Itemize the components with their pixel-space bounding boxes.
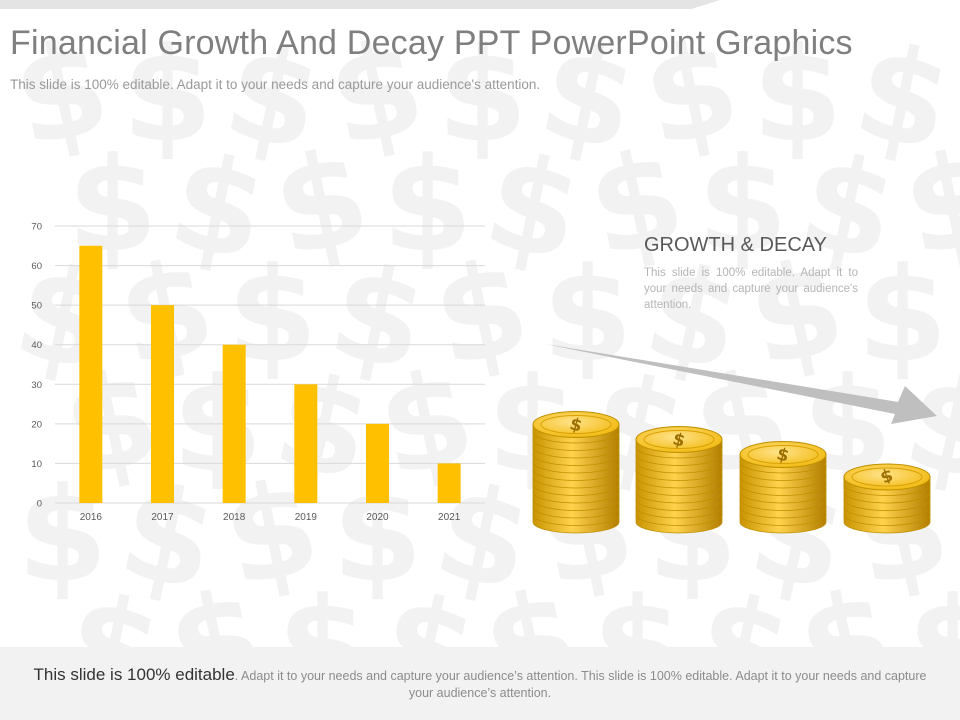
y-tick-label: 60 (31, 261, 42, 272)
coin-stack: $ (843, 463, 931, 534)
dollar-sign-icon: $ (697, 129, 787, 281)
x-tick-label: 2021 (438, 512, 461, 523)
bar-2017 (151, 305, 174, 503)
y-tick-label: 0 (37, 499, 42, 510)
y-tick-label: 50 (31, 301, 42, 312)
y-tick-label: 30 (31, 380, 42, 391)
x-tick-label: 2019 (295, 512, 318, 523)
coin-stack: $ (739, 441, 827, 534)
dollar-sign-icon: $ (752, 19, 842, 171)
x-tick-label: 2016 (80, 512, 103, 523)
panel-heading: GROWTH & DECAY (644, 234, 827, 256)
dollar-coin-icon: $ (774, 444, 791, 466)
y-tick-label: 20 (31, 419, 42, 430)
dollar-sign-icon: $ (122, 19, 212, 171)
bar-2021 (437, 463, 461, 503)
page-subtitle: This slide is 100% editable. Adapt it to… (10, 77, 541, 92)
footer-text: This slide is 100% editable. Adapt it to… (20, 666, 940, 702)
dollar-sign-icon: $ (857, 239, 947, 391)
bar-2016 (79, 245, 103, 504)
arrow-right-icon (545, 344, 937, 424)
footer-lead: This slide is 100% editable (33, 665, 235, 684)
page-title: Financial Growth And Decay PPT PowerPoin… (10, 24, 853, 62)
bar-2018 (222, 344, 246, 503)
coin-stack: $ (532, 411, 620, 534)
y-tick-label: 40 (31, 340, 42, 351)
dollar-sign-icon: $ (542, 239, 632, 391)
bar-2019 (294, 384, 318, 503)
dollar-sign-icon: $ (172, 349, 262, 501)
y-tick-label: 10 (31, 459, 42, 470)
footer-rest: . Adapt it to your needs and capture you… (234, 669, 927, 700)
dollar-sign-icon: $ (382, 129, 472, 281)
dollar-coin-icon: $ (670, 429, 687, 451)
x-tick-label: 2017 (151, 512, 174, 523)
bar-2020 (366, 423, 389, 503)
coin-stack: $ (635, 426, 723, 534)
x-tick-label: 2020 (366, 512, 389, 523)
dollar-sign-icon: $ (437, 19, 527, 171)
bar-chart: 0 10 20 30 40 50 60 70 2016 2017 2018 2019 2020 2021 (31, 222, 485, 523)
panel-body: This slide is 100% editable. Adapt it to… (644, 267, 858, 311)
footer-bar: This slide is 100% editable. Adapt it to… (0, 647, 960, 720)
y-tick-label: 70 (31, 222, 42, 233)
top-accent-bar (0, 0, 720, 9)
dollar-coin-icon: $ (567, 414, 584, 436)
coin-stacks-illustration: $ $ $ $ (532, 344, 937, 534)
x-tick-label: 2018 (223, 512, 246, 523)
